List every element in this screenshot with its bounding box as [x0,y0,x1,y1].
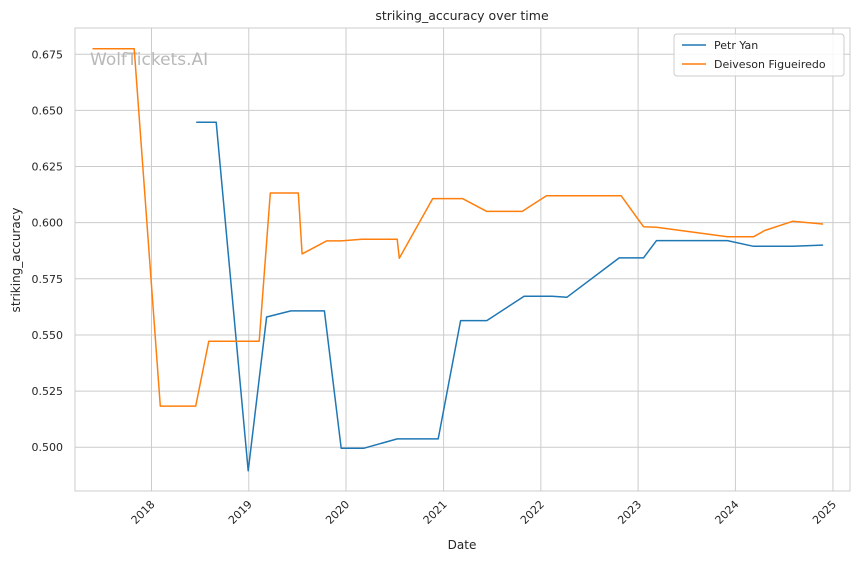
legend-label-petr-yan: Petr Yan [714,39,758,52]
x-axis-label: Date [448,538,477,552]
y-tick-label: 0.625 [32,161,64,174]
x-tick-label: 2024 [713,498,742,527]
x-tick-label: 2019 [226,498,255,527]
y-tick-label: 0.575 [32,273,64,286]
watermark: WolfTickets.AI [90,50,208,70]
series-lines [92,47,824,472]
x-tick-label: 2023 [615,498,644,527]
y-tick-label: 0.500 [32,441,64,454]
grid [75,28,850,491]
y-tick-label: 0.600 [32,217,64,230]
y-tick-labels: 0.500 0.525 0.550 0.575 0.600 0.625 0.650 0.675 [32,48,64,454]
x-tick-label: 2022 [518,498,547,527]
y-tick-label: 0.675 [32,48,64,61]
legend-label-deiveson-figueiredo: Deiveson Figueiredo [714,58,826,71]
plot-area [75,28,850,491]
y-tick-label: 0.525 [32,385,64,398]
x-tick-label: 2021 [421,498,450,527]
y-tick-label: 0.650 [32,104,64,117]
x-tick-label: 2020 [323,498,352,527]
y-tick-label: 0.550 [32,329,64,342]
chart-title: striking_accuracy over time [375,8,549,23]
y-axis-label: striking_accuracy [9,208,23,313]
x-tick-label: 2018 [129,498,158,527]
legend-box [673,33,845,77]
x-tick-label: 2025 [810,498,839,527]
x-tick-labels: 2018 2019 2020 2021 2022 2023 2024 2025 [129,498,839,527]
plot-frame [74,27,851,492]
series-line-petr-yan [196,121,824,472]
legend: Petr Yan Deiveson Figueiredo [673,33,845,77]
series-line-deiveson-figueiredo [92,47,824,407]
